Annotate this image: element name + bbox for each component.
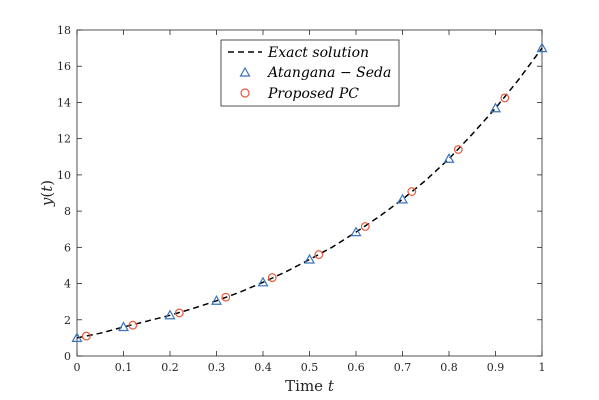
proposed-pc-point <box>221 292 231 302</box>
x-axis-label-variable: t <box>328 377 335 395</box>
y-axis-label: y(t) <box>38 180 56 207</box>
y-tick-label: 2 <box>64 314 71 327</box>
proposed-pc-point <box>500 93 510 103</box>
x-tick-label: 0.9 <box>487 361 505 374</box>
proposed-pc-point <box>407 187 417 196</box>
series-layer <box>71 42 548 342</box>
legend-proposed-pc-marker <box>240 88 250 98</box>
x-tick-label: 1 <box>539 361 546 374</box>
y-tick-label: 14 <box>57 96 71 109</box>
x-axis-label: Time t <box>285 377 335 395</box>
y-axis-label-variable: t <box>38 185 56 192</box>
x-tick-label: 0 <box>74 361 81 374</box>
x-tick-label: 0.1 <box>115 361 133 374</box>
y-tick-label: 18 <box>57 24 71 37</box>
atangana-seda-point <box>536 42 548 53</box>
proposed-pc-point <box>267 273 277 282</box>
x-tick-label: 0.3 <box>208 361 226 374</box>
y-tick-label: 0 <box>64 350 71 363</box>
legend-proposed-pc-label: Proposed PC <box>267 86 359 102</box>
atangana-seda-point <box>210 295 223 305</box>
x-tick-label: 0.2 <box>161 361 179 374</box>
x-tick-label: 0.7 <box>394 361 412 374</box>
atangana-seda-point <box>71 332 83 342</box>
y-axis-ticks: 0 2 4 6 8 10 12 14 16 18 <box>57 24 542 363</box>
atangana-seda-point <box>489 102 502 113</box>
y-axis-label-function: y <box>38 197 56 207</box>
y-tick-label: 12 <box>57 133 71 146</box>
atangana-seda-point <box>350 226 362 237</box>
x-tick-label: 0.6 <box>347 361 365 374</box>
atangana-seda-point <box>396 193 409 204</box>
atangana-seda-point <box>117 321 130 332</box>
atangana-seda-point <box>443 153 455 163</box>
x-axis-ticks: 0 0.1 0.2 0.3 0.4 0.5 0.6 0.7 0.8 0.9 1 <box>74 30 546 374</box>
y-axis-label-close-paren: ) <box>38 180 56 186</box>
x-tick-label: 0.4 <box>254 361 272 374</box>
y-tick-label: 8 <box>64 205 71 218</box>
proposed-pc-point <box>453 145 463 154</box>
series-exact-solution-line <box>76 47 543 339</box>
legend: Exact solution Atangana − Seda Proposed … <box>220 39 400 107</box>
legend-exact-solution-label: Exact solution <box>267 45 369 61</box>
y-tick-label: 16 <box>57 60 71 73</box>
atangana-seda-point <box>164 309 176 320</box>
plot-area: 0 0.1 0.2 0.3 0.4 0.5 0.6 0.7 0.8 0.9 1 0 2 4 6 8 10 12 1… <box>57 24 548 374</box>
y-axis-label-open-paren: ( <box>38 192 56 198</box>
proposed-pc-point <box>128 320 138 330</box>
proposed-pc-point <box>314 250 324 259</box>
legend-atangana-seda-label: Atangana − Seda <box>266 65 391 81</box>
proposed-pc-point <box>174 308 184 318</box>
legend-atangana-seda-marker <box>239 66 251 77</box>
x-axis-label-text: Time <box>285 377 328 395</box>
proposed-pc-point <box>81 331 91 341</box>
y-tick-label: 6 <box>64 241 71 254</box>
y-tick-label: 4 <box>64 278 71 291</box>
atangana-seda-point <box>257 276 269 287</box>
atangana-seda-point <box>303 253 316 264</box>
x-tick-label: 0.8 <box>440 361 458 374</box>
legend-box <box>220 39 400 107</box>
x-tick-label: 0.5 <box>301 361 319 374</box>
proposed-pc-point <box>360 222 370 231</box>
y-tick-label: 10 <box>57 169 71 182</box>
